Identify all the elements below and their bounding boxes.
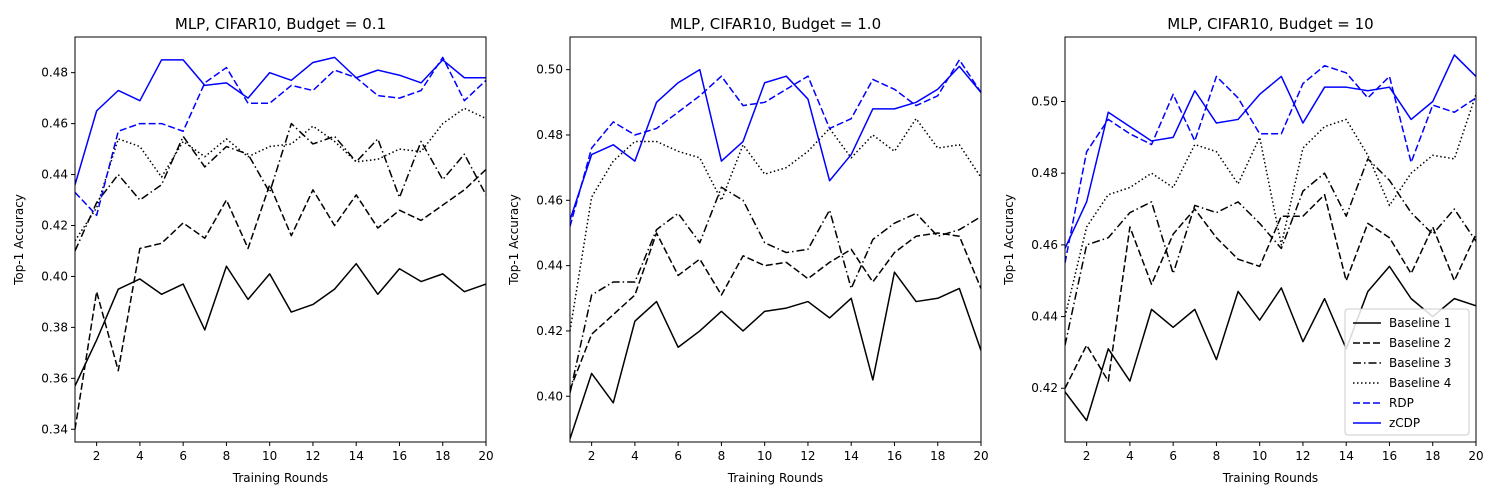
chart-3-x-tick-label: 8 [1213,449,1221,463]
chart-2-series-group [570,59,981,439]
chart-2-y-axis-label: Top-1 Accuracy [507,194,521,286]
chart-2-x-tick-label: 4 [631,449,639,463]
chart-3-series-rdp [1065,64,1476,263]
chart-3: 2 4 6 8 10 12 14 16 18 20 0.42 0.44 0.46 0.48 0.50 MLP,… [1002,15,1484,485]
chart-3-series-group [1065,54,1476,422]
chart-2-y-tick-label: 0.42 [536,324,563,338]
chart-3-series-baseline-1 [1065,265,1476,422]
chart-1-x-tick-label: 14 [349,449,364,463]
chart-3-y-axis-label: Top-1 Accuracy [1002,194,1016,286]
chart-1: 2 4 6 8 10 12 14 16 18 20 0.34 0.36 0.38 0.40 0.42 0.44… [12,15,494,485]
chart-1-y-tick-label: 0.34 [41,422,68,436]
chart-2-x-tick-label: 14 [844,449,859,463]
chart-2-y-tick-label: 0.40 [536,389,563,403]
chart-2-x-tick-label: 10 [757,449,772,463]
chart-3-x-tick-label: 4 [1126,449,1134,463]
chart-1-y-tick-label: 0.44 [41,168,68,182]
chart-2-y-tick-label: 0.46 [536,193,563,207]
chart-1-series-zcdp [75,56,486,185]
chart-1-title: MLP, CIFAR10, Budget = 0.1 [175,15,386,33]
chart-3-x-tick-label: 14 [1339,449,1354,463]
chart-2-x-tick-label: 12 [800,449,815,463]
chart-3-axes-frame [1064,36,1477,443]
chart-3-legend: Baseline 1 Baseline 2 Baseline 3 Baseline 4… [1344,308,1470,436]
chart-3-x-tick-label: 16 [1382,449,1397,463]
chart-2-y-tick-label: 0.50 [536,63,563,77]
chart-1-y-tick-label: 0.40 [41,269,68,283]
chart-3-x-axis-label: Training Rounds [1222,471,1318,485]
chart-3-series-zcdp [1065,54,1476,249]
chart-1-y-tick-label: 0.38 [41,320,68,334]
chart-1-x-axis-label: Training Rounds [232,471,328,485]
chart-3-x-tick-label: 12 [1295,449,1310,463]
chart-3-y-tick-label: 0.48 [1031,166,1058,180]
chart-1-x-tick-label: 16 [392,449,407,463]
chart-2-series-zcdp [570,65,981,221]
chart-1-x-tick-label: 20 [478,449,493,463]
chart-2-y-tick-label: 0.48 [536,128,563,142]
chart-3-x-tick-label: 20 [1468,449,1483,463]
chart-1-x-tick-label: 8 [223,449,231,463]
chart-2-x-tick-label: 8 [718,449,726,463]
chart-2-x-tick-label: 6 [674,449,682,463]
chart-1-y-axis-label: Top-1 Accuracy [12,194,26,286]
chart-1-x-tick-label: 4 [136,449,144,463]
chart-3-legend-label-zcdp: zCDP [1389,416,1420,430]
chart-1-series-baseline-3 [75,122,486,252]
chart-3-y-tick-label: 0.50 [1031,95,1058,109]
chart-1-y-tick-label: 0.42 [41,218,68,232]
chart-3-x-tick-label: 2 [1083,449,1091,463]
chart-3-series-baseline-3 [1065,158,1476,346]
chart-1-series-baseline-2 [75,168,486,430]
chart-1-x-tick-label: 2 [93,449,101,463]
chart-2-x-axis-label: Training Rounds [727,471,823,485]
chart-2-x-tick-label: 2 [588,449,596,463]
chart-2-plot-area [570,37,981,442]
chart-1-y-tick-label: 0.48 [41,66,68,80]
chart-1-y-tick-label: 0.46 [41,117,68,131]
chart-3-y-tick-label: 0.44 [1031,310,1058,324]
chart-3-y-tick-label: 0.42 [1031,381,1058,395]
chart-3-legend-label-rdp: RDP [1389,396,1414,410]
chart-1-axes-frame [74,36,487,443]
chart-1-series-group [75,56,486,430]
chart-2-x-tick-label: 16 [887,449,902,463]
chart-3-x-tick-label: 10 [1252,449,1267,463]
chart-2-axes-frame [569,36,982,443]
chart-1-series-baseline-4 [75,107,486,242]
chart-3-x-tick-label: 6 [1169,449,1177,463]
chart-1-series-baseline-1 [75,262,486,387]
chart-2-y-tick-label: 0.44 [536,259,563,273]
chart-2-x-tick-label: 18 [930,449,945,463]
chart-3-legend-label-baseline-1: Baseline 1 [1389,316,1451,330]
chart-2: 2 4 6 8 10 12 14 16 18 20 0.40 0.42 0.44 0.46 0.48 0.50… [507,15,989,485]
chart-1-x-tick-label: 18 [435,449,450,463]
chart-3-title: MLP, CIFAR10, Budget = 10 [1167,15,1373,33]
chart-1-plot-area [75,37,486,442]
chart-3-legend-label-baseline-2: Baseline 2 [1389,336,1451,350]
chart-2-title: MLP, CIFAR10, Budget = 1.0 [670,15,881,33]
chart-3-legend-label-baseline-4: Baseline 4 [1389,376,1451,390]
chart-3-x-tick-label: 18 [1425,449,1440,463]
chart-2-series-baseline-1 [570,271,981,439]
chart-3-y-tick-label: 0.46 [1031,238,1058,252]
chart-1-series-rdp [75,56,486,217]
chart-1-y-tick-label: 0.36 [41,371,68,385]
chart-1-x-tick-label: 6 [179,449,187,463]
chart-1-x-tick-label: 10 [262,449,277,463]
chart-3-legend-label-baseline-3: Baseline 3 [1389,356,1451,370]
chart-2-x-tick-label: 20 [973,449,988,463]
chart-3-series-baseline-2 [1065,193,1476,389]
chart-2-series-baseline-3 [570,186,981,394]
chart-1-x-tick-label: 12 [305,449,320,463]
